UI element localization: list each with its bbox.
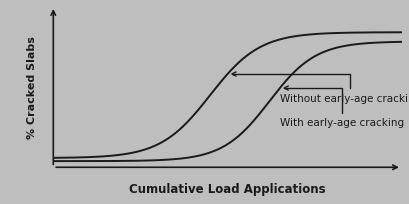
Text: With early-age cracking: With early-age cracking bbox=[279, 86, 403, 128]
Text: Cumulative Load Applications: Cumulative Load Applications bbox=[129, 183, 325, 196]
Text: % Cracked Slabs: % Cracked Slabs bbox=[27, 36, 37, 139]
Text: Without early-age cracking: Without early-age cracking bbox=[231, 72, 409, 104]
